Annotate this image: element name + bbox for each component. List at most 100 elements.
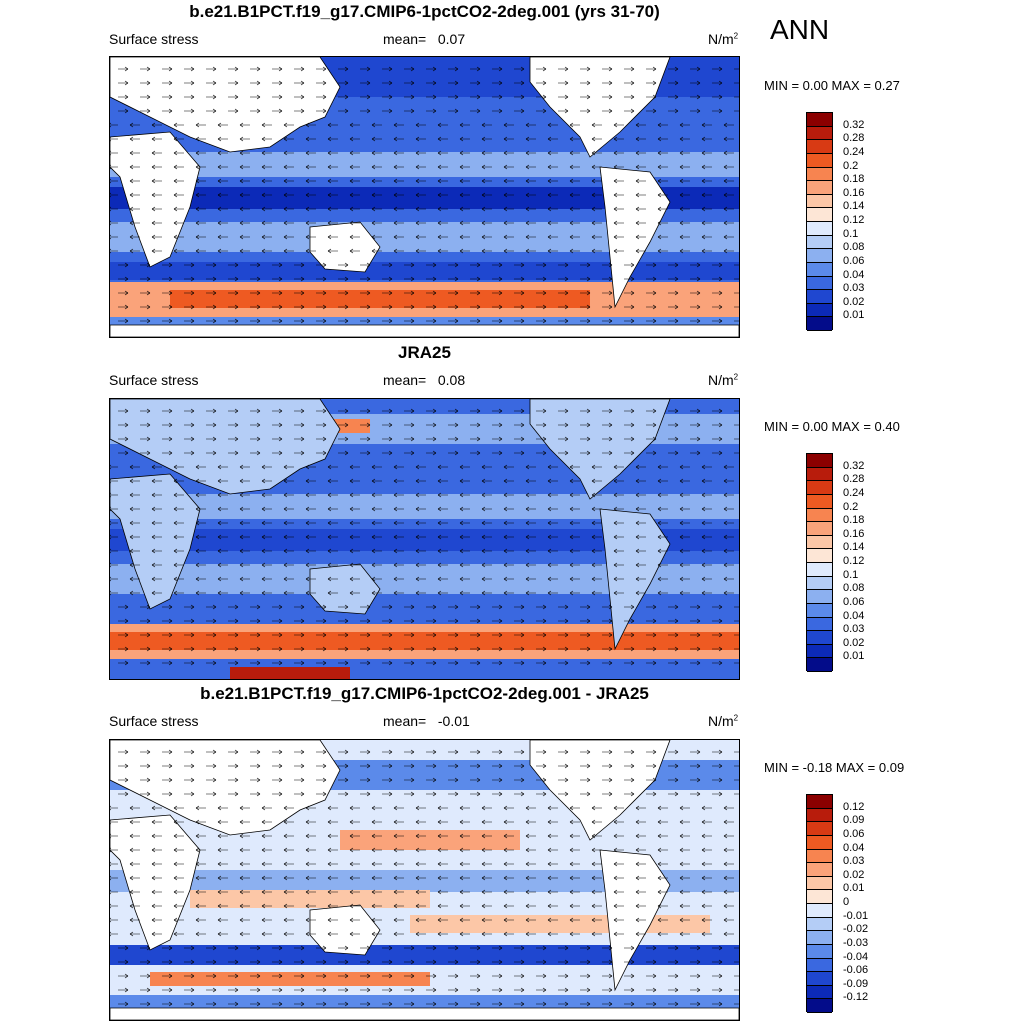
wind-vector-arrow (360, 763, 371, 769)
wind-vector-arrow (349, 833, 360, 839)
wind-vector-arrow (371, 819, 382, 825)
wind-vector-arrow (239, 931, 250, 937)
wind-vector-arrow (437, 234, 448, 240)
wind-vector-arrow (492, 763, 503, 769)
wind-vector-arrow (415, 562, 426, 568)
wind-vector-arrow (349, 931, 360, 937)
wind-vector-arrow (404, 262, 415, 268)
wind-vector-arrow (437, 178, 448, 184)
wind-vector-arrow (591, 576, 602, 582)
wind-vector-arrow (525, 861, 536, 867)
wind-vector-arrow (305, 492, 316, 498)
wind-vector-arrow (316, 408, 327, 414)
wind-vector-arrow (382, 763, 393, 769)
wind-vector-arrow (624, 94, 635, 100)
wind-vector-arrow (646, 763, 657, 769)
wind-vector-arrow (239, 478, 250, 484)
wind-vector-arrow (734, 110, 739, 112)
wind-vector-arrow (536, 94, 547, 100)
wind-vector-arrow (459, 520, 470, 526)
wind-vector-arrow (371, 534, 382, 540)
wind-vector-arrow (734, 82, 739, 84)
wind-vector-arrow (613, 506, 624, 512)
wind-vector-arrow (602, 108, 613, 114)
wind-vector-arrow (602, 646, 613, 652)
wind-vector-arrow (261, 192, 272, 198)
wind-vector-arrow (327, 562, 338, 568)
wind-vector-arrow (723, 931, 734, 937)
wind-vector-arrow (118, 604, 129, 610)
wind-vector-arrow (657, 917, 668, 923)
wind-vector-arrow (327, 903, 338, 909)
wind-vector-arrow (393, 875, 404, 881)
wind-vector-arrow (283, 861, 294, 867)
wind-vector-arrow (129, 903, 140, 909)
wind-vector-arrow (668, 408, 679, 414)
wind-vector-arrow (437, 847, 448, 853)
wind-vector-arrow (118, 408, 129, 414)
wind-vector-arrow (239, 819, 250, 825)
wind-vector-arrow (437, 164, 448, 170)
colorbar-swatch (807, 972, 832, 986)
wind-vector-arrow (404, 450, 415, 456)
wind-vector-arrow (393, 136, 404, 142)
wind-vector-arrow (635, 164, 646, 170)
wind-vector-arrow (283, 520, 294, 526)
wind-vector-arrow (239, 122, 250, 128)
wind-vector-arrow (448, 108, 459, 114)
wind-vector-arrow (338, 646, 349, 652)
wind-vector-arrow (492, 66, 503, 72)
colorbar-swatch (807, 208, 832, 222)
wind-vector-arrow (646, 987, 657, 993)
wind-vector-arrow (679, 875, 690, 881)
wind-vector-arrow (470, 763, 481, 769)
wind-vector-arrow (668, 450, 679, 456)
wind-vector-arrow (602, 604, 613, 610)
wind-vector-arrow (360, 660, 371, 666)
wind-vector-arrow (228, 749, 239, 755)
wind-vector-arrow (481, 875, 492, 881)
wind-vector-arrow (679, 122, 690, 128)
wind-vector-arrow (525, 150, 536, 156)
wind-vector-arrow (217, 464, 228, 470)
colorbar-tick-label: 0.02 (843, 636, 865, 649)
wind-vector-arrow (602, 318, 613, 324)
wind-vector-arrow (525, 917, 536, 923)
wind-vector-arrow (723, 520, 734, 526)
wind-vector-arrow (602, 422, 613, 428)
wind-vector-arrow (525, 819, 536, 825)
wind-vector-arrow (624, 408, 635, 414)
wind-vector-arrow (173, 192, 184, 198)
wind-vector-arrow (481, 861, 492, 867)
wind-vector-arrow (294, 304, 305, 310)
wind-vector-arrow (162, 408, 173, 414)
wind-vector-arrow (602, 80, 613, 86)
wind-vector-arrow (162, 618, 173, 624)
wind-vector-arrow (492, 108, 503, 114)
wind-vector-arrow (415, 206, 426, 212)
wind-vector-arrow (459, 248, 470, 254)
wind-vector-arrow (316, 422, 327, 428)
wind-vector-arrow (206, 66, 217, 72)
wind-vector-arrow (470, 973, 481, 979)
wind-vector-arrow (613, 520, 624, 526)
wind-vector-arrow (239, 192, 250, 198)
colorbar-tick-label: 0.01 (843, 309, 865, 322)
wind-vector-arrow (503, 220, 514, 226)
wind-vector-arrow (580, 660, 591, 666)
wind-vector-arrow (140, 618, 151, 624)
wind-vector-arrow (690, 450, 701, 456)
wind-vector-arrow (459, 234, 470, 240)
wind-vector-arrow (162, 660, 173, 666)
wind-vector-arrow (349, 178, 360, 184)
wind-vector-arrow (591, 520, 602, 526)
wind-vector-arrow (580, 987, 591, 993)
wind-vector-arrow (217, 164, 228, 170)
wind-vector-arrow (602, 290, 613, 296)
wind-vector-arrow (162, 450, 173, 456)
wind-vector-arrow (129, 506, 140, 512)
wind-vector-arrow (283, 917, 294, 923)
wind-vector-arrow (195, 875, 206, 881)
wind-vector-arrow (437, 220, 448, 226)
panel-1-mean: mean= 0.07 (383, 31, 465, 47)
